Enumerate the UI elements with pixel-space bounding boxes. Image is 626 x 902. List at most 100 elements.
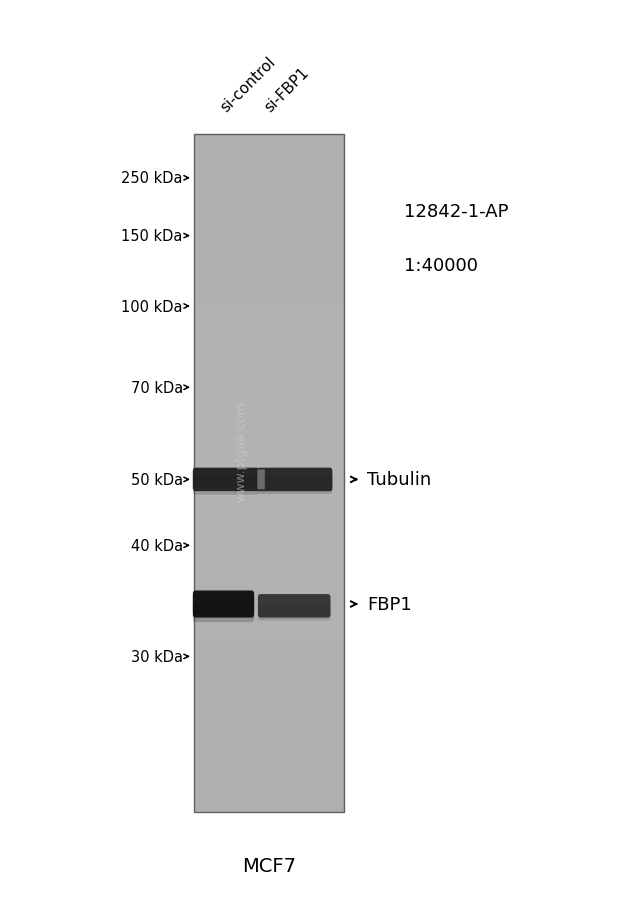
Bar (194, 778, 344, 784)
Bar (194, 496, 344, 502)
Bar (194, 519, 344, 524)
Bar (194, 626, 344, 631)
Bar (194, 243, 344, 248)
Bar (194, 756, 344, 761)
Bar (194, 784, 344, 789)
Bar (194, 271, 344, 276)
Bar (194, 642, 344, 649)
Bar (194, 141, 344, 146)
Bar (194, 389, 344, 395)
Bar (194, 744, 344, 750)
Bar (194, 456, 344, 462)
Bar (194, 135, 344, 812)
Bar (194, 694, 344, 699)
Bar (194, 485, 344, 491)
Bar (194, 276, 344, 281)
Bar (194, 338, 344, 344)
Bar (194, 716, 344, 722)
Bar (194, 378, 344, 383)
Bar (194, 491, 344, 496)
Bar (194, 417, 344, 423)
Bar (194, 530, 344, 536)
Bar (194, 180, 344, 186)
Bar (194, 524, 344, 529)
Bar (194, 327, 344, 333)
Bar (194, 682, 344, 687)
Bar (194, 536, 344, 541)
Bar (194, 288, 344, 293)
Bar (194, 215, 344, 220)
Bar (194, 507, 344, 513)
Text: 12842-1-AP: 12842-1-AP (404, 203, 508, 221)
Bar (194, 411, 344, 417)
Bar (194, 299, 344, 304)
Text: MCF7: MCF7 (242, 856, 296, 876)
Bar (194, 383, 344, 389)
Bar (194, 350, 344, 355)
Bar (194, 614, 344, 621)
Bar (194, 428, 344, 434)
Bar (194, 637, 344, 642)
Text: 30 kDa: 30 kDa (131, 649, 183, 664)
Bar (194, 558, 344, 564)
Bar (194, 231, 344, 236)
Bar (194, 220, 344, 226)
Bar (194, 631, 344, 637)
Text: 50 kDa: 50 kDa (131, 473, 183, 487)
Bar (194, 198, 344, 203)
FancyBboxPatch shape (193, 603, 254, 622)
Bar (194, 513, 344, 519)
FancyBboxPatch shape (258, 594, 331, 618)
Bar (194, 236, 344, 243)
Text: FBP1: FBP1 (367, 595, 412, 613)
Bar (194, 598, 344, 603)
Bar (194, 609, 344, 614)
Bar (194, 479, 344, 484)
Bar (194, 316, 344, 321)
Bar (194, 361, 344, 366)
Bar (194, 581, 344, 586)
Bar (194, 146, 344, 152)
Bar (194, 208, 344, 214)
Bar (194, 704, 344, 711)
Bar (194, 372, 344, 378)
Text: 250 kDa: 250 kDa (121, 171, 183, 186)
Bar (194, 406, 344, 411)
Text: 100 kDa: 100 kDa (121, 299, 183, 314)
Bar (194, 248, 344, 253)
Bar (194, 192, 344, 198)
Text: si-FBP1: si-FBP1 (262, 66, 312, 115)
Bar (194, 310, 344, 316)
Bar (194, 592, 344, 597)
FancyBboxPatch shape (257, 468, 332, 492)
Text: 40 kDa: 40 kDa (131, 538, 183, 553)
Bar (194, 293, 344, 299)
FancyBboxPatch shape (257, 470, 265, 490)
Bar (194, 795, 344, 801)
Bar (194, 699, 344, 704)
FancyBboxPatch shape (258, 605, 331, 621)
Bar (194, 446, 344, 451)
Bar (194, 135, 344, 141)
Bar (194, 666, 344, 671)
FancyBboxPatch shape (193, 591, 254, 618)
Bar (194, 586, 344, 592)
Bar (194, 676, 344, 682)
Bar (194, 671, 344, 676)
Bar (194, 541, 344, 547)
Bar (194, 253, 344, 260)
Bar (194, 451, 344, 456)
Bar (194, 727, 344, 732)
Bar (194, 739, 344, 744)
Text: www.ptgaa.com: www.ptgaa.com (235, 400, 247, 502)
Bar (194, 711, 344, 716)
Bar (194, 789, 344, 795)
Bar (194, 649, 344, 654)
Bar (194, 175, 344, 180)
Bar (194, 400, 344, 406)
Bar (194, 603, 344, 609)
Bar (194, 806, 344, 812)
Bar (194, 722, 344, 727)
Bar (194, 281, 344, 288)
Bar (194, 152, 344, 158)
